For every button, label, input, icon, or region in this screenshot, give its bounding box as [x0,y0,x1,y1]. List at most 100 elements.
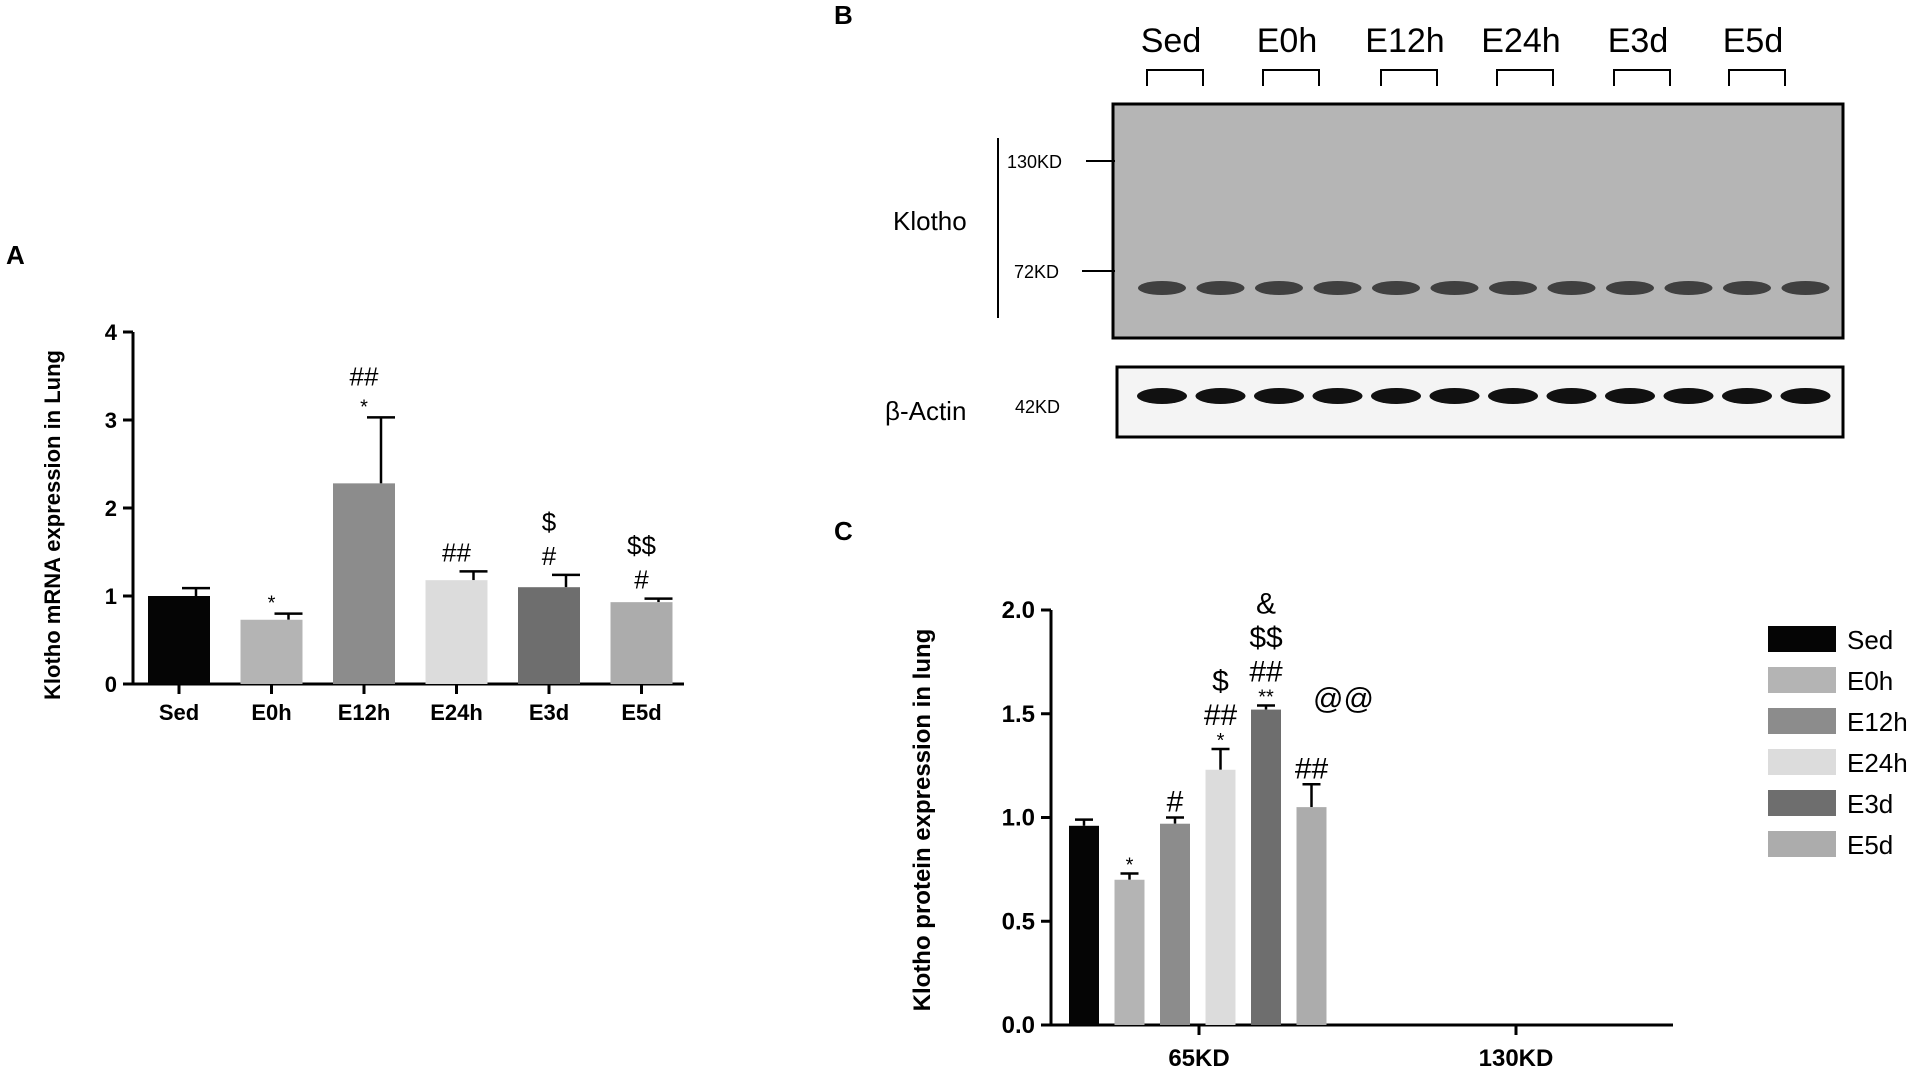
significance-mark: # [542,541,557,571]
bar-E24h [1205,769,1236,1025]
significance-mark: ## [442,537,471,567]
actin-band [1137,388,1187,404]
category-label: E12h [338,700,391,725]
bar-E5d [610,602,673,684]
actin-blot [1115,365,1845,439]
actin-band [1312,388,1363,404]
klotho-band [1723,281,1771,295]
significance-mark: $$ [1249,621,1283,654]
panel-c-ylabel: Klotho protein expression in lung [909,629,936,1012]
bar-Sed [148,596,210,684]
lane-bracket [1146,69,1204,86]
panel-a-letter: A [6,240,25,270]
bar-E24h [425,580,488,684]
actin-band [1371,388,1421,404]
marker-130-label: 130KD [1007,152,1062,172]
y-tick-label: 2 [105,496,117,521]
category-label: E3d [529,700,569,725]
klotho-band [1430,281,1479,295]
legend-label: E5d [1847,830,1893,860]
actin-band [1722,388,1772,404]
panel-c: C Klotho protein expression in lung 0.00… [834,516,1908,1072]
y-tick-label: 0 [105,672,117,697]
lane-label: Sed [1141,22,1202,60]
actin-label: β-Actin [885,396,966,426]
legend-swatch-E12h [1768,708,1836,734]
klotho-band [1372,281,1420,295]
klotho-band [1138,281,1186,295]
significance-mark: # [634,565,649,595]
panel-a-annotations: **#### #$#$$ [268,361,657,614]
panel-a-bars [148,416,673,684]
actin-band [1605,388,1655,404]
bar-E0h [1114,879,1145,1025]
lane-bracket [1262,69,1320,86]
lane-bracket [1728,69,1786,86]
legend-swatch-Sed [1768,626,1836,652]
significance-mark: $ [542,507,557,537]
lane-label: E24h [1481,22,1560,60]
significance-mark: & [1256,587,1276,620]
blot-bands [1137,281,1831,404]
panel-c-y-ticks: 0.0 0.5 1.0 1.5 2.0 [1002,597,1051,1039]
panel-a-y-ticks: 0 1 2 3 4 [105,320,133,697]
y-tick-label: 1.5 [1002,701,1035,728]
klotho-band [1489,281,1537,295]
legend-label: E12h [1847,707,1908,737]
actin-band [1546,388,1597,404]
legend-swatch-E5d [1768,831,1836,857]
group-label: 130KD [1479,1045,1554,1072]
bar-E3d [518,587,580,684]
group-label: 65KD [1168,1045,1229,1072]
actin-band [1254,388,1304,404]
category-label: E0h [251,700,291,725]
legend-swatch-E0h [1768,667,1836,693]
panel-c-letter: C [834,516,853,546]
lane-label: E3d [1608,22,1669,60]
y-tick-label: 1 [105,584,117,609]
significance-mark: ## [1295,752,1329,785]
panel-a-category-labels: Sed E0h E12h E24h E3d E5d [159,684,662,725]
significance-mark: * [1126,855,1134,877]
lane-bracket [1380,69,1438,86]
legend-label: E24h [1847,748,1908,778]
significance-mark: $$ [627,531,656,561]
bar-E0h [240,619,303,684]
lane-label: E5d [1723,22,1784,60]
significance-mark: ** [1258,686,1274,708]
bar-E12h [1160,823,1190,1025]
klotho-band [1606,281,1654,295]
lane-bracket [1496,69,1554,86]
panel-a: A Klotho mRNA expression in Lung 0 1 2 3 4 S… [6,240,684,725]
legend-label: E0h [1847,666,1893,696]
actin-band [1429,388,1480,404]
panel-c-bars [1069,704,1327,1025]
significance-mark: ## [1249,655,1283,688]
marker-72-label: 72KD [1014,262,1059,282]
blot-lane-labels: Sed E0h E12h E24h E3d E5d [1141,22,1786,86]
actin-band [1195,388,1246,404]
y-tick-label: 4 [105,320,118,345]
klotho-band [1196,281,1245,295]
panel-c-legend: Sed E0h E12h E24h E3d E5d [1768,625,1908,860]
klotho-band [1781,281,1830,295]
actin-band [1780,388,1831,404]
klotho-band [1547,281,1596,295]
klotho-band [1255,281,1303,295]
legend-swatch-E3d [1768,790,1836,816]
actin-band [1488,388,1538,404]
category-label: E5d [621,700,661,725]
bar-Sed [1069,825,1099,1025]
actin-band [1663,388,1714,404]
panel-a-ylabel: Klotho mRNA expression in Lung [40,350,65,700]
bar-E12h [333,483,395,684]
lane-label: E0h [1257,22,1318,60]
y-tick-label: 2.0 [1002,597,1035,624]
y-tick-label: 1.0 [1002,805,1035,832]
category-label: Sed [159,700,199,725]
legend-label: Sed [1847,625,1893,655]
lane-bracket [1613,69,1671,86]
significance-mark: * [360,396,368,418]
klotho-band [1313,281,1362,295]
